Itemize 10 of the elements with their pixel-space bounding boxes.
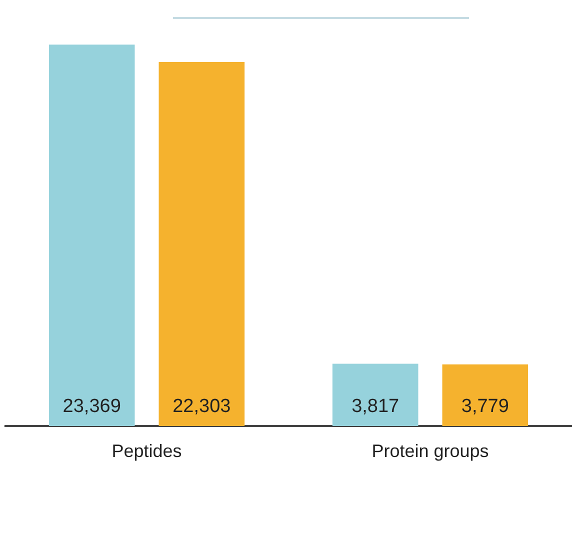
x-tick-label: Peptides — [112, 441, 182, 461]
bar — [158, 62, 245, 426]
bar — [332, 364, 418, 426]
data-label: 22,303 — [172, 396, 231, 417]
data-label: 3,817 — [352, 396, 400, 417]
x-tick-label: Protein groups — [372, 441, 489, 461]
bar — [48, 44, 135, 426]
data-label: 3,779 — [461, 396, 509, 417]
bar — [442, 364, 528, 426]
data-label: 23,369 — [62, 396, 121, 417]
